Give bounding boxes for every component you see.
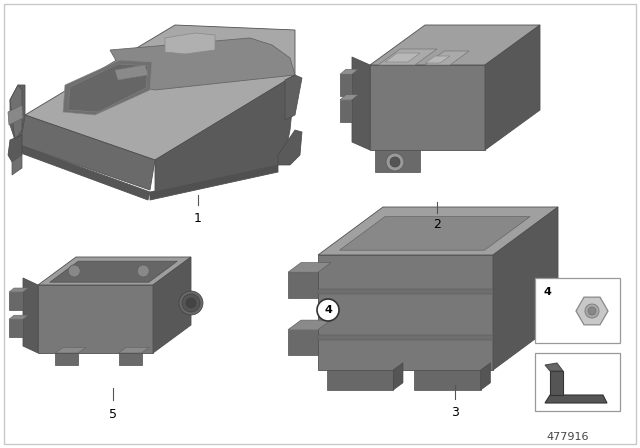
Polygon shape [318, 207, 558, 255]
FancyBboxPatch shape [535, 278, 620, 343]
Polygon shape [38, 257, 191, 285]
Polygon shape [414, 370, 481, 390]
Polygon shape [10, 85, 22, 140]
Polygon shape [288, 263, 331, 272]
Polygon shape [327, 370, 393, 390]
Polygon shape [153, 257, 191, 353]
Polygon shape [278, 130, 302, 165]
Text: 477916: 477916 [546, 432, 589, 442]
Polygon shape [340, 100, 352, 122]
Text: 5: 5 [109, 409, 117, 422]
Circle shape [588, 307, 596, 315]
Polygon shape [20, 115, 155, 190]
Polygon shape [9, 292, 23, 310]
Polygon shape [485, 25, 540, 150]
Polygon shape [378, 49, 437, 65]
Polygon shape [18, 145, 150, 200]
Polygon shape [425, 56, 450, 63]
Polygon shape [10, 85, 25, 145]
Polygon shape [318, 336, 493, 340]
Text: 3: 3 [451, 405, 459, 418]
Polygon shape [352, 57, 370, 150]
Polygon shape [165, 33, 215, 54]
Polygon shape [9, 319, 23, 337]
Text: 4: 4 [543, 287, 551, 297]
Polygon shape [545, 395, 607, 403]
Circle shape [390, 157, 400, 167]
Circle shape [186, 298, 196, 308]
Polygon shape [576, 297, 608, 325]
Polygon shape [288, 330, 318, 355]
Polygon shape [55, 347, 86, 353]
Polygon shape [155, 75, 295, 192]
Polygon shape [110, 38, 295, 90]
Polygon shape [9, 315, 28, 319]
Polygon shape [118, 347, 149, 353]
Circle shape [545, 298, 552, 306]
Polygon shape [550, 371, 563, 395]
Polygon shape [493, 207, 558, 370]
Polygon shape [318, 289, 493, 294]
Polygon shape [318, 255, 493, 370]
Polygon shape [375, 150, 420, 172]
Polygon shape [8, 105, 23, 125]
Text: 2: 2 [433, 219, 441, 232]
Polygon shape [115, 65, 148, 80]
Polygon shape [425, 51, 469, 65]
Polygon shape [25, 25, 295, 160]
Polygon shape [68, 64, 148, 112]
Text: 4: 4 [324, 305, 332, 315]
Text: 1: 1 [194, 211, 202, 224]
Polygon shape [288, 272, 318, 297]
Polygon shape [9, 288, 28, 292]
Polygon shape [50, 261, 177, 282]
FancyBboxPatch shape [4, 4, 636, 444]
Polygon shape [285, 75, 302, 120]
Circle shape [137, 265, 149, 277]
Circle shape [541, 295, 556, 309]
Circle shape [182, 294, 200, 312]
Polygon shape [340, 95, 358, 100]
Polygon shape [339, 216, 530, 250]
Polygon shape [288, 320, 331, 330]
Polygon shape [481, 363, 490, 390]
Polygon shape [393, 363, 403, 390]
Polygon shape [370, 25, 540, 65]
Polygon shape [23, 278, 38, 353]
Polygon shape [340, 74, 352, 96]
Circle shape [68, 265, 80, 277]
Polygon shape [545, 363, 563, 371]
Polygon shape [150, 165, 278, 200]
Polygon shape [118, 353, 141, 365]
Polygon shape [63, 60, 152, 115]
Polygon shape [38, 285, 153, 353]
Polygon shape [370, 65, 485, 150]
Circle shape [179, 291, 203, 315]
Polygon shape [385, 53, 420, 62]
Circle shape [386, 153, 404, 171]
Polygon shape [8, 135, 22, 162]
Polygon shape [340, 69, 358, 74]
Circle shape [585, 304, 599, 318]
Circle shape [317, 299, 339, 321]
Polygon shape [12, 155, 22, 175]
FancyBboxPatch shape [535, 353, 620, 411]
Polygon shape [55, 353, 78, 365]
